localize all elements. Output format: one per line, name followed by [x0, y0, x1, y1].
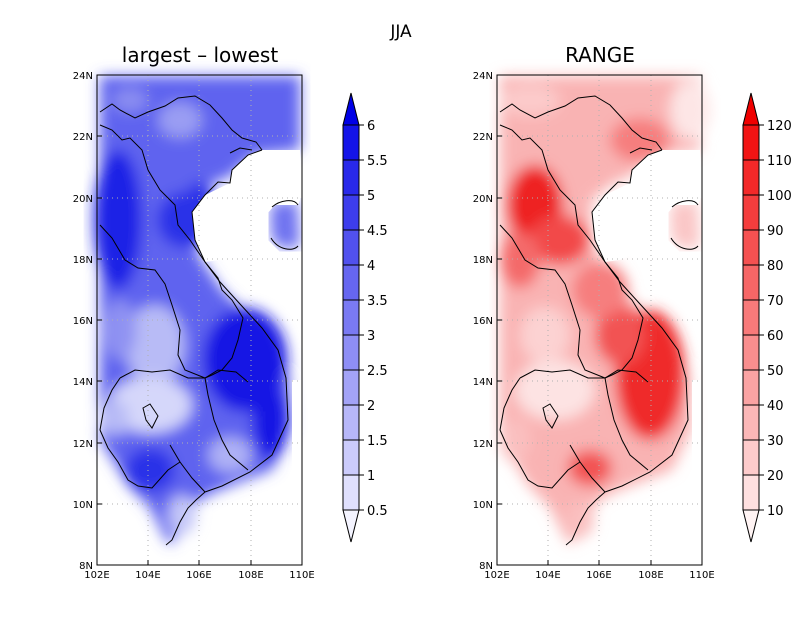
panel-largest-lowest: largest – lowest — [73, 43, 388, 581]
axis-labels-right: 102E 104E 106E 108E 110E 8N 10N 12N 14N … — [473, 71, 715, 581]
panel-range: RANGE — [473, 43, 792, 581]
xtick-label: 106E — [186, 570, 211, 581]
colorbar-label: 3.5 — [367, 294, 388, 309]
ytick-label: 22N — [73, 132, 93, 143]
colorbar-segment — [342, 194, 360, 231]
colorbar-segment — [342, 439, 360, 476]
ytick-label: 10N — [473, 500, 493, 511]
colorbar-segment — [342, 404, 360, 441]
colorbar-segment — [742, 299, 760, 336]
panel-title-right: RANGE — [565, 43, 635, 67]
colorbar-segment — [342, 299, 360, 336]
colorbar-label: 90 — [767, 224, 784, 239]
colorbar-segment — [342, 124, 360, 161]
ytick-label: 24N — [473, 71, 493, 82]
colorbar-label: 5 — [367, 189, 375, 204]
ytick-label: 16N — [473, 316, 493, 327]
colorbar-label: 60 — [767, 329, 784, 344]
data-field-right — [500, 76, 710, 565]
colorbar-segment — [342, 159, 360, 196]
ytick-label: 20N — [73, 194, 93, 205]
colorbar-label: 3 — [367, 329, 375, 344]
xtick-label: 110E — [289, 570, 314, 581]
colorbar-label: 2.5 — [367, 364, 388, 379]
colorbar-label: 40 — [767, 399, 784, 414]
colorbar-top-arrow — [342, 92, 360, 126]
panel-title-left: largest – lowest — [122, 43, 279, 67]
ytick-label: 22N — [473, 132, 493, 143]
axis-ticks-right — [496, 74, 703, 566]
ytick-label: 12N — [473, 439, 493, 450]
colorbar-label: 100 — [767, 189, 792, 204]
colorbar-label: 1 — [367, 469, 375, 484]
xtick-label: 104E — [535, 570, 560, 581]
ytick-label: 10N — [73, 500, 93, 511]
colorbar-segment — [342, 334, 360, 371]
colorbar-label: 2 — [367, 399, 375, 414]
ytick-label: 8N — [479, 561, 493, 572]
xtick-label: 106E — [586, 570, 611, 581]
colorbar-label: 110 — [767, 154, 792, 169]
country-borders-right — [499, 95, 699, 546]
colorbar-segment — [742, 264, 760, 301]
colorbar-segment — [342, 369, 360, 406]
xtick-label: 108E — [238, 570, 263, 581]
colorbar-segment — [742, 124, 760, 161]
colorbar-label: 1.5 — [367, 434, 388, 449]
colorbar-left: 6 5.5 5 4.5 4 3.5 3 2.5 2 1.5 1 0.5 — [342, 92, 388, 543]
colorbar-segment — [742, 369, 760, 406]
colorbar-segment — [342, 474, 360, 511]
colorbar-segment — [742, 474, 760, 511]
colorbar-label: 6 — [367, 119, 375, 134]
colorbar-segment — [742, 439, 760, 476]
gridlines-left — [97, 75, 302, 565]
colorbar-label: 4.5 — [367, 224, 388, 239]
colorbar-segment — [742, 229, 760, 266]
colorbar-bottom-arrow — [342, 509, 360, 543]
colorbar-right: 120 110 100 90 80 70 60 50 40 30 20 10 — [742, 92, 792, 543]
ytick-label: 24N — [73, 71, 93, 82]
xtick-label: 102E — [484, 570, 509, 581]
ytick-label: 18N — [473, 255, 493, 266]
colorbar-label: 50 — [767, 364, 784, 379]
xtick-label: 108E — [638, 570, 663, 581]
colorbar-segment — [742, 404, 760, 441]
colorbar-label: 5.5 — [367, 154, 388, 169]
gridlines-right — [497, 75, 702, 565]
ytick-label: 14N — [73, 377, 93, 388]
axis-ticks-left — [96, 74, 303, 566]
xtick-label: 110E — [689, 570, 714, 581]
xtick-label: 104E — [135, 570, 160, 581]
ytick-label: 14N — [473, 377, 493, 388]
ytick-label: 20N — [473, 194, 493, 205]
colorbar-label: 0.5 — [367, 504, 388, 519]
colorbar-label: 120 — [767, 119, 792, 134]
colorbar-label: 80 — [767, 259, 784, 274]
colorbar-segment — [342, 229, 360, 266]
colorbar-bottom-arrow — [742, 509, 760, 543]
colorbar-top-arrow — [742, 92, 760, 126]
colorbar-label: 30 — [767, 434, 784, 449]
colorbar-label: 10 — [767, 504, 784, 519]
axis-labels-left: 102E 104E 106E 108E 110E 8N 10N 12N 14N … — [73, 71, 315, 581]
colorbar-label: 20 — [767, 469, 784, 484]
data-field-left — [94, 76, 302, 565]
country-borders-left — [99, 95, 299, 546]
ytick-label: 12N — [73, 439, 93, 450]
colorbar-segment — [342, 264, 360, 301]
colorbar-segment — [742, 334, 760, 371]
xtick-label: 102E — [84, 570, 109, 581]
ytick-label: 8N — [79, 561, 93, 572]
figure-title: JJA — [389, 22, 412, 42]
ytick-label: 18N — [73, 255, 93, 266]
colorbar-segment — [742, 194, 760, 231]
ytick-label: 16N — [73, 316, 93, 327]
colorbar-segment — [742, 159, 760, 196]
colorbar-label: 70 — [767, 294, 784, 309]
colorbar-label: 4 — [367, 259, 375, 274]
